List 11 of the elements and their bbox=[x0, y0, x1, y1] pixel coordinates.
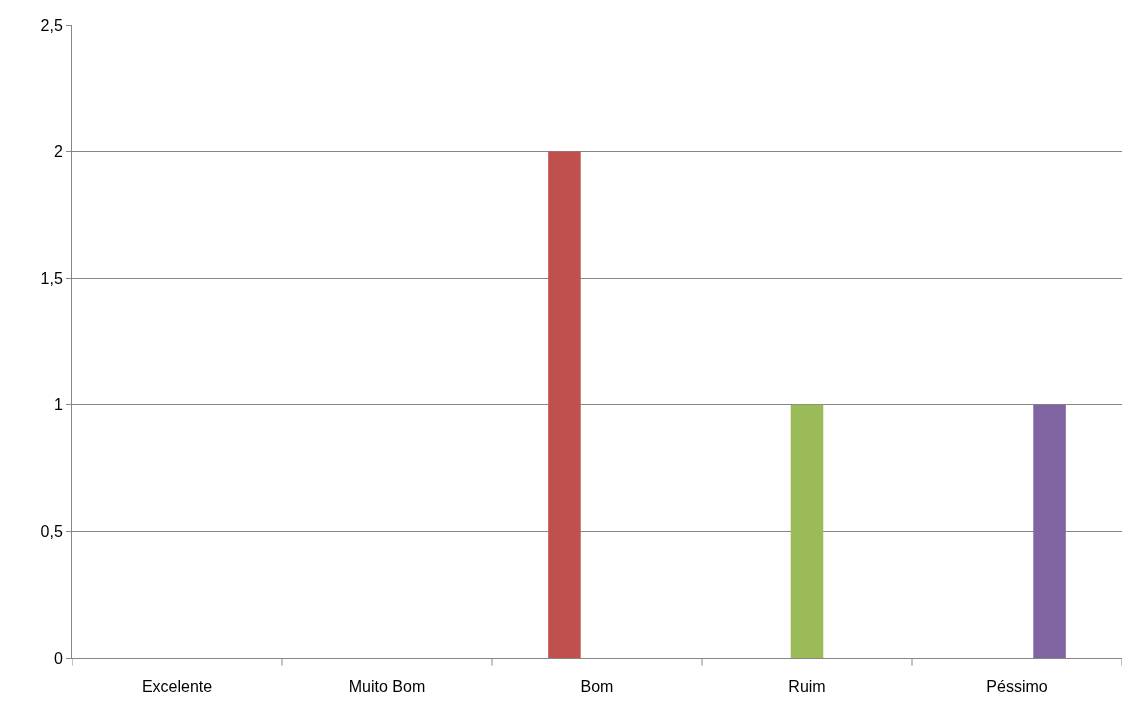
y-tick-label: 0,5 bbox=[40, 523, 63, 540]
x-tick-label: Péssimo bbox=[986, 678, 1048, 696]
y-tick-label: 1 bbox=[53, 396, 63, 414]
y-tick-label: 2,5 bbox=[40, 16, 63, 34]
x-tick-label: Ruim bbox=[788, 678, 826, 696]
x-tick-label: Excelente bbox=[141, 678, 213, 696]
x-tick-label: Bom bbox=[580, 678, 614, 696]
y-tick-label: 0 bbox=[53, 649, 63, 667]
x-tick-label: Muito Bom bbox=[348, 678, 426, 696]
y-tick-label: 1,5 bbox=[40, 269, 63, 287]
y-tick-label: 2 bbox=[53, 143, 63, 161]
